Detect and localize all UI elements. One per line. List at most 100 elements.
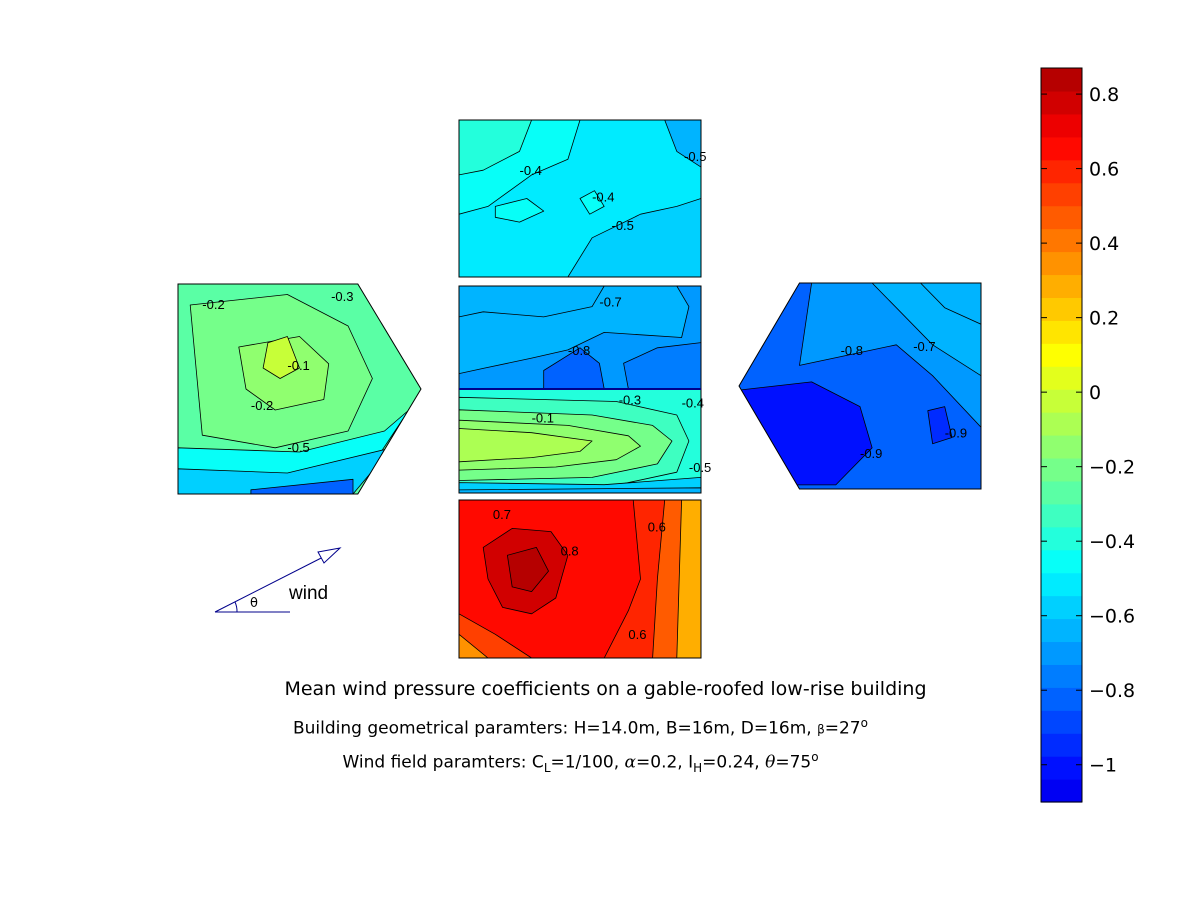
colorbar-step [1041, 779, 1082, 803]
contour-region [920, 283, 981, 325]
contour-label: -0.2 [251, 398, 273, 413]
theta-symbol-caption: θ [765, 752, 776, 773]
colorbar-step [1041, 733, 1082, 757]
contour-label: -0.3 [331, 289, 353, 304]
wind-field-parameters: Wind field paramters: CL=1/100, α=0.2, I… [0, 750, 1181, 775]
contour-label: -0.1 [532, 410, 554, 425]
colorbar-step [1041, 136, 1082, 161]
contour-label: 0.6 [628, 627, 646, 642]
contour-region [262, 336, 300, 379]
alpha-value: =0.2, I [636, 752, 694, 773]
colorbar-step [1041, 572, 1082, 597]
colorbar-step [1041, 389, 1082, 413]
contour-label: -0.9 [860, 446, 882, 461]
colorbar-step [1041, 90, 1082, 115]
colorbar-step [1041, 549, 1082, 574]
wind-indicator: θ wind [214, 547, 342, 613]
contour-label: -0.9 [945, 426, 967, 441]
contour-region [567, 198, 701, 277]
colorbar-step [1041, 664, 1082, 688]
colorbar-step [1041, 435, 1082, 459]
panel-side-wall-left [178, 284, 421, 494]
contour-region [506, 547, 549, 592]
colorbar: 0.8 0.6 0.4 0.2 0 −0.2 −0.4 −0.6 −0.8 −1 [1040, 67, 1135, 803]
colorbar-step [1041, 618, 1082, 643]
panel-border [177, 283, 422, 495]
colorbar-tick-label: 0.8 [1089, 84, 1119, 106]
colorbar-tick-label: 0.2 [1089, 308, 1119, 330]
colorbar-tick-label: 0.4 [1089, 233, 1119, 255]
panel-border [458, 119, 702, 278]
wind-prefix: Wind field paramters: C [342, 752, 544, 773]
colorbar-tick-label: −0.6 [1089, 606, 1135, 628]
theta-symbol: θ [250, 596, 258, 611]
colorbar-step [1041, 343, 1082, 367]
contour-label: -0.3 [619, 393, 641, 408]
wind-label: wind [288, 583, 328, 604]
contour-label: 0.8 [561, 543, 579, 558]
colorbar-step [1041, 756, 1082, 780]
colorbar-step [1041, 595, 1082, 620]
colorbar-step [1041, 228, 1082, 253]
colorbar-step [1041, 641, 1082, 665]
colorbar-tick-label: −1 [1089, 755, 1117, 777]
panel-roof-front-bottom [459, 389, 701, 493]
contour-region [664, 120, 701, 168]
contour-label: -0.8 [841, 343, 863, 358]
colorbar-step [1041, 159, 1082, 184]
contour-region [543, 347, 605, 389]
contour-region [579, 190, 605, 215]
contour-label: -0.5 [689, 460, 711, 475]
panel-border [738, 282, 982, 490]
contour-label: -0.4 [520, 163, 542, 178]
colorbar-step [1041, 412, 1082, 436]
colorbar-step [1041, 687, 1082, 711]
colorbar-step [1041, 205, 1082, 230]
contour-region [494, 198, 545, 223]
alpha-symbol: α [624, 752, 637, 773]
contour-region [623, 342, 701, 389]
beta-degree: o [860, 716, 868, 730]
contour-region [459, 120, 532, 176]
geometry-parameters: Building geometrical paramters: H=14.0m,… [0, 716, 1181, 739]
colorbar-step [1041, 526, 1082, 551]
contour-region [459, 428, 593, 463]
contour-region [459, 286, 605, 318]
colorbar-tick-label: 0.6 [1089, 159, 1119, 181]
contour-label: -0.7 [599, 295, 621, 310]
contour-label: -0.1 [287, 358, 309, 373]
colorbar-tick-label: −0.4 [1089, 531, 1135, 553]
pressure-panels: -0.4 -0.4 -0.5 -0.5 -0.7 -0.8 -0.1 -0.3 -0.4 -0.5… [177, 119, 982, 659]
contour-label: -0.5 [612, 218, 634, 233]
colorbar-step [1041, 297, 1082, 321]
panel-side-wall-right [739, 283, 981, 489]
geometry-text: Building geometrical paramters: H=14.0m,… [293, 718, 818, 739]
panel-roof-back-top [459, 120, 701, 277]
colorbar-tick-label: −0.8 [1089, 680, 1135, 702]
chart-title: Mean wind pressure coefficients on a gab… [284, 678, 927, 700]
colorbar-frame [1040, 67, 1083, 803]
panel-windward-wall [459, 500, 701, 658]
colorbar-step [1041, 274, 1082, 298]
contour-region [927, 406, 953, 445]
colorbar-step [1041, 480, 1082, 505]
colorbar-step [1041, 710, 1082, 734]
colorbar-tick-label: −0.2 [1089, 457, 1135, 479]
contour-label: -0.7 [913, 339, 935, 354]
contour-region [459, 613, 532, 658]
contour-label: 0.7 [493, 507, 511, 522]
theta-degree: o [811, 750, 819, 764]
beta-value: =27 [824, 718, 861, 739]
contour-region [676, 500, 701, 658]
cl-value: =1/100, [550, 752, 625, 773]
beta-symbol: β [817, 722, 825, 737]
panel-border [458, 499, 702, 659]
theta-value: =75 [775, 752, 812, 773]
colorbar-step [1041, 320, 1082, 344]
colorbar-step [1041, 366, 1082, 390]
colorbar-step [1041, 68, 1082, 92]
cl-subscript: L [543, 761, 551, 776]
contour-region [459, 487, 701, 493]
contour-label: -0.5 [287, 440, 309, 455]
